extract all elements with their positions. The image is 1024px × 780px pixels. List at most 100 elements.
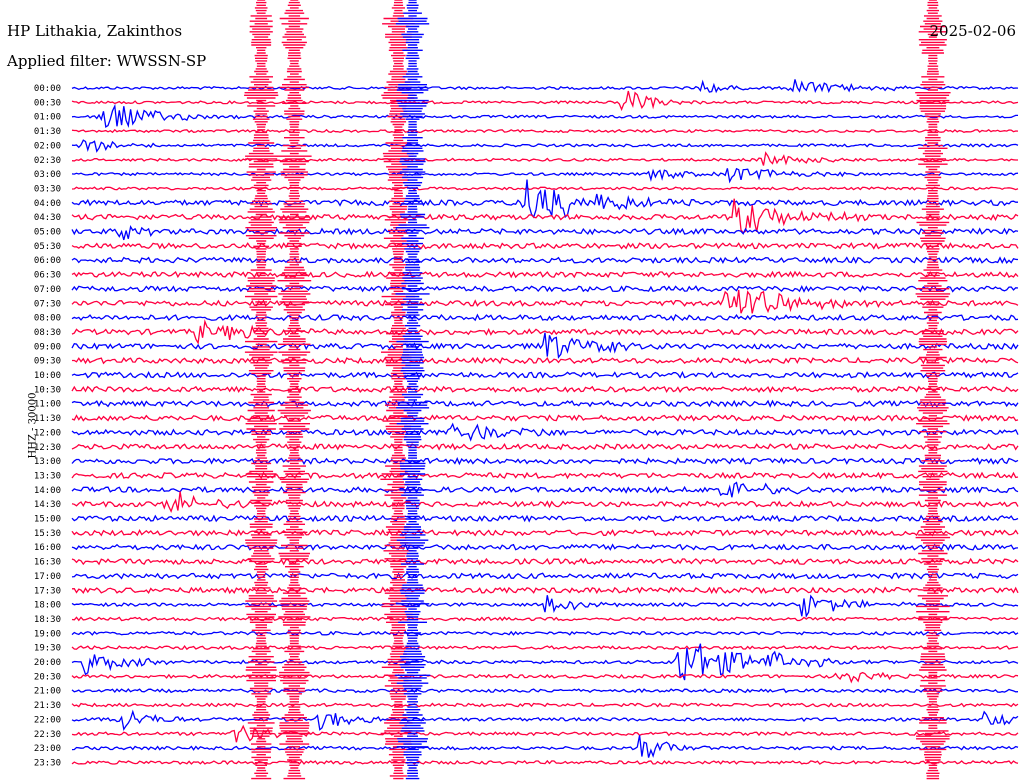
trace-row xyxy=(71,103,1018,129)
row-label: 11:00 xyxy=(34,400,61,410)
trace-row xyxy=(71,630,1019,636)
row-label: 10:30 xyxy=(34,385,61,395)
row-label: 14:30 xyxy=(34,500,61,510)
trace-row xyxy=(71,528,1019,537)
trace-row xyxy=(71,318,1019,345)
trace-row xyxy=(71,256,1019,265)
trace-row xyxy=(71,645,1019,651)
row-label: 20:00 xyxy=(34,658,61,668)
trace-row xyxy=(71,284,1019,293)
row-label: 11:30 xyxy=(34,414,61,424)
row-label: 01:30 xyxy=(34,127,61,137)
trace-row xyxy=(71,457,1019,466)
trace-row xyxy=(71,90,1019,112)
row-label: 18:00 xyxy=(34,601,61,611)
row-label: 05:30 xyxy=(34,242,61,252)
trace-row xyxy=(71,616,1019,622)
row-label: 08:30 xyxy=(34,328,61,338)
row-label: 21:00 xyxy=(34,687,61,697)
row-label: 07:30 xyxy=(34,299,61,309)
row-label: 12:00 xyxy=(34,428,61,438)
row-label: 02:00 xyxy=(34,141,61,151)
trace-row xyxy=(71,370,1019,379)
row-label: 16:00 xyxy=(34,543,61,553)
row-label: 06:30 xyxy=(34,271,61,281)
row-label: 01:00 xyxy=(34,113,61,123)
trace-row xyxy=(71,481,1019,498)
row-label: 00:00 xyxy=(34,84,61,94)
trace-row xyxy=(71,414,1019,422)
trace-row xyxy=(71,471,1019,480)
trace-row xyxy=(71,289,1019,314)
row-label: 03:30 xyxy=(34,184,61,194)
row-label: 20:30 xyxy=(34,672,61,682)
trace-row xyxy=(71,422,1019,442)
trace-row xyxy=(71,643,1019,681)
traces xyxy=(71,0,1019,780)
trace-row xyxy=(71,198,1019,234)
trace-row xyxy=(71,491,1019,514)
row-label: 13:00 xyxy=(34,457,61,467)
row-label: 18:30 xyxy=(34,615,61,625)
row-label: 14:00 xyxy=(34,486,61,496)
row-label: 07:00 xyxy=(34,285,61,295)
row-label: 19:30 xyxy=(34,644,61,654)
teleseism-band xyxy=(277,0,312,780)
row-label: 15:00 xyxy=(34,515,61,525)
trace-row xyxy=(71,594,1019,618)
row-label: 19:00 xyxy=(34,629,61,639)
row-label: 06:00 xyxy=(34,256,61,266)
trace-row xyxy=(71,543,1019,552)
trace-row xyxy=(71,735,1019,758)
trace-row xyxy=(71,186,1019,191)
date-label: 2025-02-06 xyxy=(929,22,1016,40)
trace-row xyxy=(71,128,1019,134)
row-label: 23:30 xyxy=(34,758,61,768)
trace-row xyxy=(71,332,1019,359)
row-label: 04:30 xyxy=(34,213,61,223)
trace-row xyxy=(71,514,1019,523)
trace-row xyxy=(71,242,1019,250)
trace-row xyxy=(71,442,1019,451)
trace-row xyxy=(71,671,1019,684)
trace-row xyxy=(72,356,1019,365)
row-label: 03:00 xyxy=(34,170,61,180)
teleseism-band xyxy=(394,0,431,780)
row-label: 16:30 xyxy=(34,558,61,568)
trace-row xyxy=(71,139,1019,153)
row-label: 10:00 xyxy=(34,371,61,381)
trace-row xyxy=(71,270,1019,279)
filter-label: Applied filter: WWSSN-SP xyxy=(7,52,207,70)
trace-row xyxy=(71,151,1018,166)
row-label: 21:30 xyxy=(34,701,61,711)
row-labels: 00:00 00:30 01:00 01:30 02:00 02:30 03:00 03:30… xyxy=(34,84,61,768)
row-label: 08:00 xyxy=(34,314,61,324)
trace-row xyxy=(71,724,1019,743)
row-label: 17:30 xyxy=(34,586,61,596)
channel-label: HHZ - 30000 xyxy=(27,392,39,459)
trace-row xyxy=(71,572,1019,580)
trace-row xyxy=(71,385,1019,394)
teleseism-band xyxy=(244,0,279,780)
trace-row xyxy=(71,688,1019,694)
trace-row xyxy=(71,586,1019,595)
row-label: 05:00 xyxy=(34,228,61,238)
trace-row xyxy=(71,167,1019,184)
station-title: HP Lithakia, Zakinthos xyxy=(7,22,183,40)
trace-row xyxy=(71,759,1019,765)
row-label: 12:30 xyxy=(34,443,61,453)
row-label: 13:30 xyxy=(34,471,61,481)
trace-row xyxy=(71,79,1019,94)
trace-row xyxy=(71,225,1019,241)
trace-row xyxy=(71,702,1019,708)
row-label: 04:00 xyxy=(34,199,61,209)
row-label: 15:30 xyxy=(34,529,61,539)
row-label: 23:00 xyxy=(34,744,61,754)
trace-row xyxy=(71,313,1019,322)
row-label: 22:30 xyxy=(34,730,61,740)
row-label: 17:00 xyxy=(34,572,61,582)
trace-row xyxy=(71,399,1019,408)
row-label: 02:30 xyxy=(34,156,61,166)
trace-row xyxy=(71,709,1019,732)
